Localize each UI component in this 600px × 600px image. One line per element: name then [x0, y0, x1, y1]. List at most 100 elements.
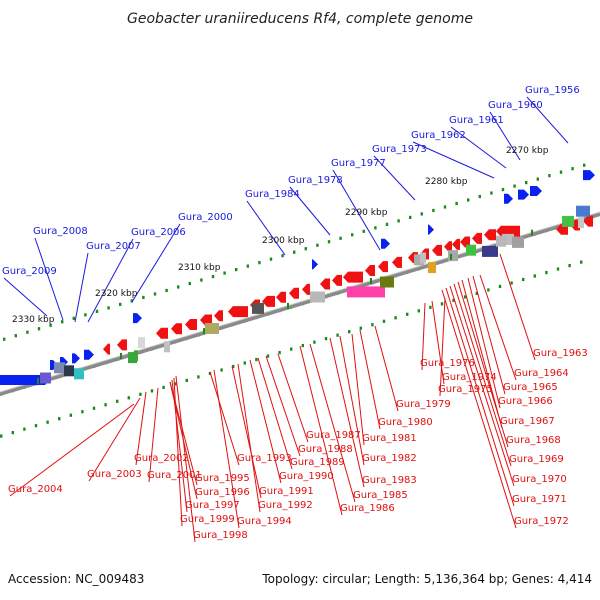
leader-line: [173, 377, 183, 527]
leader-line: [289, 186, 331, 236]
tick-dot: [545, 270, 548, 275]
forward-gene-arrow: [381, 238, 390, 249]
tick-dot: [116, 399, 119, 403]
gene-label: Gura_1986: [340, 503, 395, 514]
forward-gene-arrow: [72, 353, 80, 364]
tick-dot: [92, 406, 96, 410]
tick-dot: [324, 337, 328, 341]
gene-label: Gura_1960: [488, 100, 543, 111]
reverse-gene-arrow: [452, 238, 460, 250]
tick-dot: [406, 312, 409, 316]
leader-line: [457, 281, 509, 448]
feature-box: [74, 368, 84, 380]
gene-labels: Gura_2009 Gura_2008 Gura_2007 Gura_2006 Gura…: [2, 85, 588, 541]
tick-dot: [339, 236, 342, 240]
tick-dot: [559, 170, 563, 174]
tick-dot: [443, 205, 447, 209]
tick-dot: [556, 267, 560, 271]
leader-line: [175, 375, 196, 543]
tick-dot: [304, 247, 307, 251]
leader-line: [472, 275, 506, 395]
kbp-tick: [120, 353, 122, 359]
feature-box: [562, 215, 574, 227]
tick-dot: [290, 347, 293, 351]
tick-dot: [26, 330, 29, 334]
feature-box: [512, 236, 524, 248]
gene-glyphs: [0, 170, 595, 385]
tick-dot: [432, 208, 435, 213]
tick-dot: [185, 378, 188, 383]
reverse-gene-arrow: [185, 319, 197, 330]
forward-gene-arrow: [583, 170, 595, 181]
gene-label: Gura_1973: [372, 144, 427, 155]
tick-dot: [580, 260, 583, 264]
feature-box: [54, 362, 65, 374]
gene-label: Gura_1961: [449, 115, 504, 126]
leader-line: [461, 279, 503, 429]
reverse-gene-arrow: [320, 278, 330, 290]
leader-line: [373, 155, 416, 201]
tick-dot: [409, 215, 412, 219]
tick-dot: [58, 417, 61, 421]
forward-gene-arrow: [504, 193, 513, 204]
feature-box: [420, 252, 426, 264]
gene-label: Gura_1968: [506, 435, 561, 446]
tick-dot: [174, 382, 177, 386]
tick-dot: [84, 313, 87, 317]
gene-label: Gura_1976: [420, 358, 475, 369]
leader-line: [209, 371, 240, 466]
leader-line: [351, 333, 365, 446]
tick-dot: [177, 285, 180, 289]
tick-dot: [467, 198, 470, 202]
tick-dot: [571, 167, 574, 171]
reverse-gene-arrow: [156, 327, 168, 339]
tick-dot: [220, 368, 223, 372]
tick-dot: [34, 424, 38, 428]
feature-box: [576, 205, 590, 217]
feature-box: [502, 233, 514, 245]
leader-line: [237, 363, 261, 513]
tick-dot: [583, 163, 586, 167]
tick-dot: [81, 410, 84, 414]
gene-label: Gura_1999: [180, 514, 235, 525]
feature-box: [128, 352, 137, 364]
leader-line: [431, 300, 445, 385]
leader-line: [526, 96, 569, 144]
tick-dot: [211, 274, 215, 279]
leader-line: [489, 111, 521, 161]
leader-line: [135, 391, 147, 466]
leader-line: [479, 274, 517, 381]
gene-label: Gura_1966: [498, 396, 553, 407]
gene-label: Gura_1993: [237, 453, 292, 464]
reverse-gene-arrow: [432, 244, 442, 256]
topology-text: Topology: circular; Length: 5,136,364 bp…: [262, 572, 592, 586]
tick-dot: [153, 292, 157, 296]
leader-line: [246, 200, 286, 256]
tick-dot: [266, 354, 270, 358]
gene-label: Gura_1977: [331, 158, 386, 169]
leader-line: [467, 277, 501, 409]
tick-dot: [72, 316, 75, 320]
tick-dot: [188, 281, 191, 286]
leader-line: [441, 289, 517, 529]
leader-line: [148, 387, 159, 483]
tick-dot: [478, 194, 481, 199]
feature-box: [64, 365, 74, 377]
tick-dot: [23, 427, 26, 431]
leader-line: [87, 238, 134, 323]
reverse-gene-arrow: [171, 323, 182, 335]
tick-dot: [293, 250, 296, 254]
leader-line: [257, 357, 293, 470]
tick-dot: [69, 413, 72, 417]
gene-label: Gura_2007: [86, 241, 141, 252]
gene-label: Gura_1963: [533, 348, 588, 359]
tick-dot: [0, 434, 3, 438]
kbp-label: 2330 kbp: [12, 315, 55, 325]
tick-dot: [3, 337, 6, 341]
gene-label: Gura_1994: [237, 516, 292, 527]
feature-box: [414, 254, 424, 266]
map-title: Geobacter uraniireducens Rf4, complete g…: [127, 11, 473, 27]
tick-dot: [522, 277, 525, 282]
kbp-tick: [531, 229, 533, 236]
leader-line: [3, 277, 48, 317]
